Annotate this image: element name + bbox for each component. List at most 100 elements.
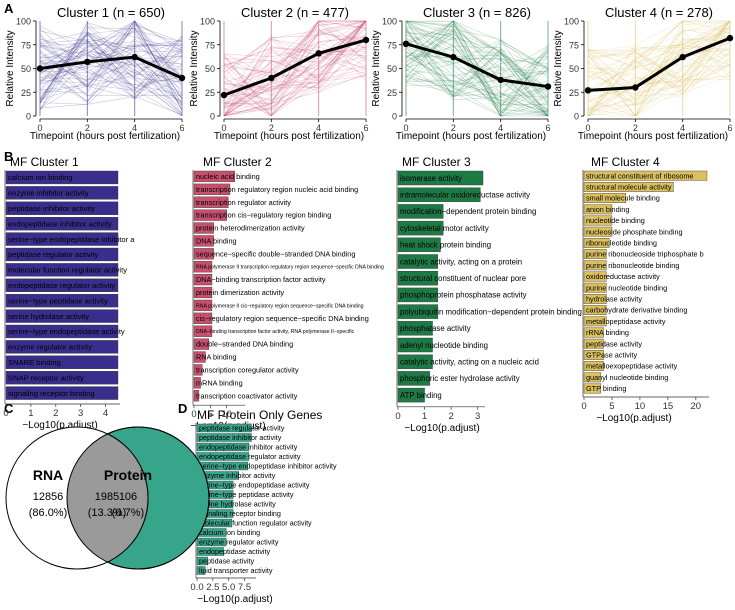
profile-line [405,37,549,94]
profile-line [39,30,183,104]
profile-line [587,20,731,58]
bar [583,327,604,338]
x-axis-label: −Log10(p.adjust) [22,420,97,431]
bar [196,566,206,575]
bar-label: small molecule binding [586,194,660,203]
bar [193,222,214,234]
bar-chart-title: MF Protein Only Genes [197,408,322,422]
profile-line [39,77,183,96]
profile-line [587,27,731,117]
bar [583,350,604,360]
x-tick-label: 2 [633,123,638,133]
x-tick-label: 0 [403,123,408,133]
profile-line [587,20,731,117]
bar-label: enzyme inhibitor activity [8,189,89,198]
profile-line [223,47,367,57]
bar-label: double−stranded DNA binding [196,340,293,349]
profile-line [223,38,367,75]
y-tick-label: 100 [382,17,397,27]
profile-line [223,23,367,117]
profile-line [223,75,367,117]
profile-line [39,47,183,86]
bar [193,286,213,299]
bar-label: phosphatase activity [400,324,471,333]
bar [193,390,200,402]
profile-line [39,22,183,106]
bar-label: signaling receptor binding [8,389,95,398]
x-tick-label: 3 [78,408,83,419]
profile-line [587,61,731,94]
profile-line [223,20,367,104]
bar-label: serine−type peptidase activity [199,490,294,499]
bar-label: endopeptidase inhibitor activity [8,219,112,228]
profile-line [39,20,183,85]
bar [397,287,439,303]
profile-line [405,27,549,117]
bar [193,377,201,389]
bar-label: peptidase regulator activity [199,424,285,433]
bar [583,372,601,383]
profile-line [223,46,367,106]
profile-line [587,25,731,117]
bar [196,442,250,452]
bar-chart-6: MF Protein Only Genes peptidase regulator… [190,408,337,605]
y-tick-label: 50 [205,64,215,74]
profile-line [587,42,731,113]
bar [5,247,119,262]
profile-line [587,58,731,96]
x-tick-label: 0 [581,401,586,412]
x-tick-label: 4 [103,408,108,419]
bar-label: peptidase inhibitor activity [8,204,95,213]
x-tick-label: 6 [545,123,550,133]
bar-label: protein dimerization activity [196,288,284,297]
profile-line [39,32,183,115]
y-tick-label: 25 [387,88,397,98]
profile-line [39,20,183,87]
profile-line [405,30,549,97]
line-chart-4: Cluster 4 (n = 278) 0 25 50 75 100 0 2 4 6Timepoi… [553,5,734,142]
profile-line [223,20,367,96]
x-tick-label: 0 [191,409,196,420]
profile-line [405,60,549,111]
venn-count: 106 [119,491,137,503]
profile-line [39,27,183,100]
bar [397,337,433,353]
x-tick-label: 2.5 [206,582,219,593]
profile-line [223,69,367,117]
bar-label: peptidase inhibitor activity [199,433,282,442]
x-tick-label: 1 [28,408,33,419]
bar [5,371,119,385]
profile-line [587,20,731,80]
bar-label: catalytic activity, acting on a protein [400,257,522,266]
profile-line [39,26,183,99]
profile-line [39,50,183,78]
mean-line [405,42,549,89]
profile-line [405,25,549,73]
bar-label: catalytic activity, acting on a nucleic … [400,358,539,367]
profile-line [39,20,183,111]
profile-line [587,46,731,65]
profile-line [39,55,183,84]
bar [196,556,208,566]
y-tick-label: 50 [21,64,31,74]
profile-line [405,38,549,68]
bar-label: metalloexopeptidase activity [586,362,678,371]
profile-line [405,43,549,95]
profile-line [405,27,549,105]
y-tick-label: 100 [200,17,215,27]
bar-label: nucleic acid binding [196,172,260,181]
profile-line [587,27,731,84]
y-tick-label: 50 [387,64,397,74]
bar-label: serine hydrolase activity [8,312,89,321]
venn-percent: (86.0%) [29,507,68,519]
profile-line [39,29,183,111]
profile-line [39,51,183,97]
bar [583,316,607,327]
x-axis-label: −Log10(p.adjust) [404,423,479,434]
profile-line [405,20,549,117]
bar-label: purine ribonucleotide binding [586,261,679,270]
x-axis-label: −Log10(p.adjust) [197,594,272,605]
bar [196,547,224,556]
bar [583,271,607,282]
